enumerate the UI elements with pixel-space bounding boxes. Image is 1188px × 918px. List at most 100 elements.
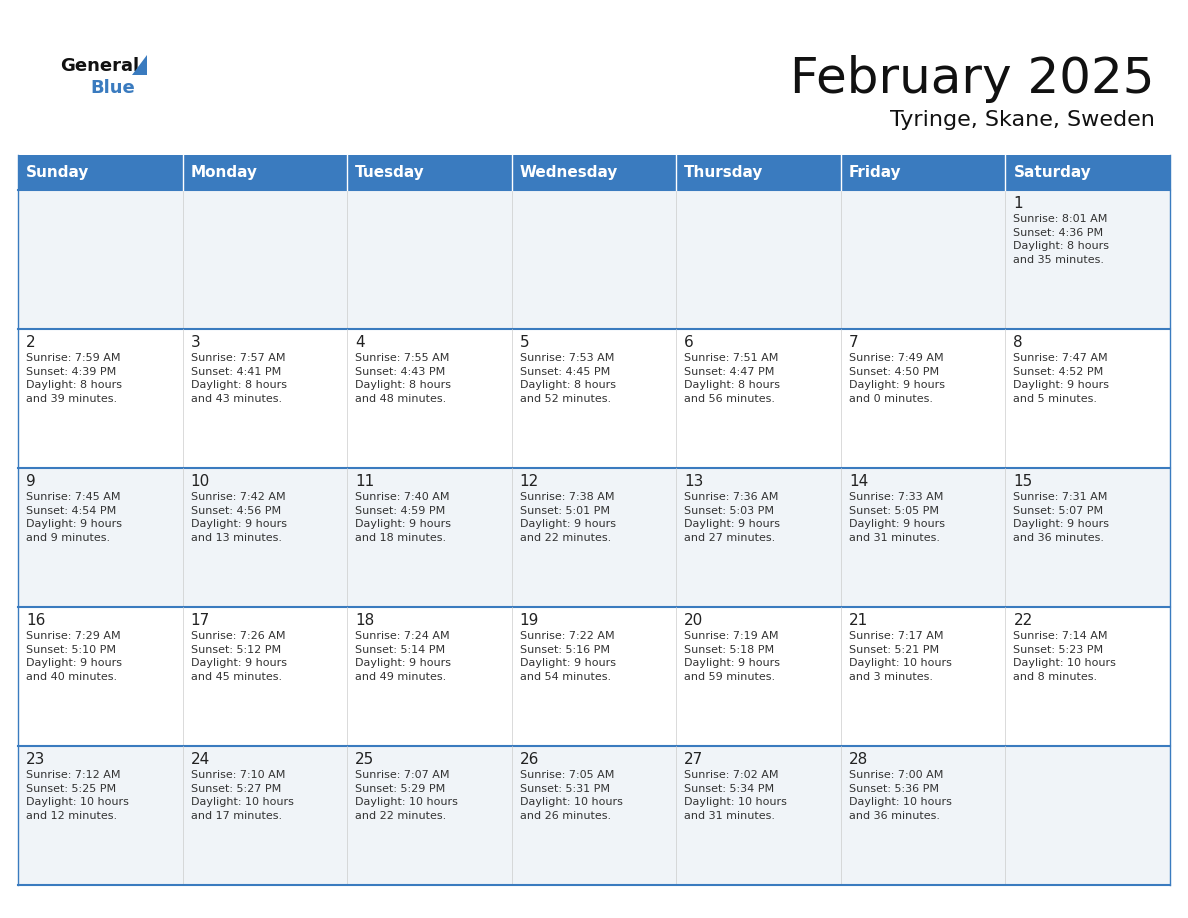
Text: Sunrise: 7:45 AM
Sunset: 4:54 PM
Daylight: 9 hours
and 9 minutes.: Sunrise: 7:45 AM Sunset: 4:54 PM Dayligh… <box>26 492 122 543</box>
Text: 21: 21 <box>849 613 868 628</box>
Bar <box>347 468 512 607</box>
Bar <box>18 329 183 468</box>
Bar <box>347 607 512 746</box>
Bar <box>347 329 512 468</box>
Bar <box>1005 190 1170 329</box>
Bar <box>347 155 512 190</box>
Text: Sunrise: 7:59 AM
Sunset: 4:39 PM
Daylight: 8 hours
and 39 minutes.: Sunrise: 7:59 AM Sunset: 4:39 PM Dayligh… <box>26 353 122 404</box>
Text: Sunrise: 7:57 AM
Sunset: 4:41 PM
Daylight: 8 hours
and 43 minutes.: Sunrise: 7:57 AM Sunset: 4:41 PM Dayligh… <box>190 353 286 404</box>
Text: 8: 8 <box>1013 335 1023 350</box>
Bar <box>18 190 183 329</box>
Text: Sunrise: 7:36 AM
Sunset: 5:03 PM
Daylight: 9 hours
and 27 minutes.: Sunrise: 7:36 AM Sunset: 5:03 PM Dayligh… <box>684 492 781 543</box>
Bar <box>512 190 676 329</box>
Bar <box>676 468 841 607</box>
Polygon shape <box>132 55 147 75</box>
Bar <box>183 468 347 607</box>
Text: Sunrise: 7:31 AM
Sunset: 5:07 PM
Daylight: 9 hours
and 36 minutes.: Sunrise: 7:31 AM Sunset: 5:07 PM Dayligh… <box>1013 492 1110 543</box>
Text: Sunrise: 7:53 AM
Sunset: 4:45 PM
Daylight: 8 hours
and 52 minutes.: Sunrise: 7:53 AM Sunset: 4:45 PM Dayligh… <box>519 353 615 404</box>
Text: Sunrise: 7:10 AM
Sunset: 5:27 PM
Daylight: 10 hours
and 17 minutes.: Sunrise: 7:10 AM Sunset: 5:27 PM Dayligh… <box>190 770 293 821</box>
Bar <box>841 155 1005 190</box>
Text: 12: 12 <box>519 474 539 489</box>
Bar <box>841 607 1005 746</box>
Text: Sunrise: 7:22 AM
Sunset: 5:16 PM
Daylight: 9 hours
and 54 minutes.: Sunrise: 7:22 AM Sunset: 5:16 PM Dayligh… <box>519 631 615 682</box>
Text: 11: 11 <box>355 474 374 489</box>
Text: Sunrise: 7:33 AM
Sunset: 5:05 PM
Daylight: 9 hours
and 31 minutes.: Sunrise: 7:33 AM Sunset: 5:05 PM Dayligh… <box>849 492 944 543</box>
Text: 18: 18 <box>355 613 374 628</box>
Text: 20: 20 <box>684 613 703 628</box>
Bar <box>18 746 183 885</box>
Text: 3: 3 <box>190 335 201 350</box>
Bar <box>1005 746 1170 885</box>
Bar <box>512 329 676 468</box>
Text: Sunrise: 7:29 AM
Sunset: 5:10 PM
Daylight: 9 hours
and 40 minutes.: Sunrise: 7:29 AM Sunset: 5:10 PM Dayligh… <box>26 631 122 682</box>
Bar <box>183 329 347 468</box>
Text: 2: 2 <box>26 335 36 350</box>
Bar <box>183 746 347 885</box>
Text: 6: 6 <box>684 335 694 350</box>
Text: 22: 22 <box>1013 613 1032 628</box>
Text: 15: 15 <box>1013 474 1032 489</box>
Bar <box>183 155 347 190</box>
Text: Sunrise: 8:01 AM
Sunset: 4:36 PM
Daylight: 8 hours
and 35 minutes.: Sunrise: 8:01 AM Sunset: 4:36 PM Dayligh… <box>1013 214 1110 264</box>
Bar <box>347 190 512 329</box>
Bar <box>676 329 841 468</box>
Text: 1: 1 <box>1013 196 1023 211</box>
Text: Wednesday: Wednesday <box>519 165 618 180</box>
Text: Sunrise: 7:40 AM
Sunset: 4:59 PM
Daylight: 9 hours
and 18 minutes.: Sunrise: 7:40 AM Sunset: 4:59 PM Dayligh… <box>355 492 451 543</box>
Text: February 2025: February 2025 <box>790 55 1155 103</box>
Text: Blue: Blue <box>90 79 134 97</box>
Text: Monday: Monday <box>190 165 258 180</box>
Text: Sunrise: 7:24 AM
Sunset: 5:14 PM
Daylight: 9 hours
and 49 minutes.: Sunrise: 7:24 AM Sunset: 5:14 PM Dayligh… <box>355 631 451 682</box>
Bar <box>1005 155 1170 190</box>
Text: 24: 24 <box>190 752 210 767</box>
Bar <box>512 155 676 190</box>
Bar <box>512 746 676 885</box>
Text: Sunrise: 7:05 AM
Sunset: 5:31 PM
Daylight: 10 hours
and 26 minutes.: Sunrise: 7:05 AM Sunset: 5:31 PM Dayligh… <box>519 770 623 821</box>
Bar <box>18 468 183 607</box>
Bar <box>1005 468 1170 607</box>
Bar <box>183 607 347 746</box>
Bar <box>1005 329 1170 468</box>
Text: Sunrise: 7:07 AM
Sunset: 5:29 PM
Daylight: 10 hours
and 22 minutes.: Sunrise: 7:07 AM Sunset: 5:29 PM Dayligh… <box>355 770 459 821</box>
Text: 17: 17 <box>190 613 210 628</box>
Text: General: General <box>61 57 139 75</box>
Bar <box>841 468 1005 607</box>
Bar <box>512 607 676 746</box>
Bar <box>676 607 841 746</box>
Text: 27: 27 <box>684 752 703 767</box>
Bar <box>841 329 1005 468</box>
Text: 14: 14 <box>849 474 868 489</box>
Bar <box>841 190 1005 329</box>
Text: 25: 25 <box>355 752 374 767</box>
Text: Sunrise: 7:12 AM
Sunset: 5:25 PM
Daylight: 10 hours
and 12 minutes.: Sunrise: 7:12 AM Sunset: 5:25 PM Dayligh… <box>26 770 128 821</box>
Text: Sunrise: 7:42 AM
Sunset: 4:56 PM
Daylight: 9 hours
and 13 minutes.: Sunrise: 7:42 AM Sunset: 4:56 PM Dayligh… <box>190 492 286 543</box>
Text: Sunrise: 7:19 AM
Sunset: 5:18 PM
Daylight: 9 hours
and 59 minutes.: Sunrise: 7:19 AM Sunset: 5:18 PM Dayligh… <box>684 631 781 682</box>
Text: Sunday: Sunday <box>26 165 89 180</box>
Bar <box>347 746 512 885</box>
Bar <box>18 607 183 746</box>
Bar <box>512 468 676 607</box>
Text: Sunrise: 7:49 AM
Sunset: 4:50 PM
Daylight: 9 hours
and 0 minutes.: Sunrise: 7:49 AM Sunset: 4:50 PM Dayligh… <box>849 353 944 404</box>
Bar <box>1005 607 1170 746</box>
Text: 26: 26 <box>519 752 539 767</box>
Text: Thursday: Thursday <box>684 165 764 180</box>
Text: 5: 5 <box>519 335 530 350</box>
Text: Sunrise: 7:14 AM
Sunset: 5:23 PM
Daylight: 10 hours
and 8 minutes.: Sunrise: 7:14 AM Sunset: 5:23 PM Dayligh… <box>1013 631 1117 682</box>
Text: 9: 9 <box>26 474 36 489</box>
Bar <box>676 155 841 190</box>
Text: Tuesday: Tuesday <box>355 165 425 180</box>
Text: Sunrise: 7:55 AM
Sunset: 4:43 PM
Daylight: 8 hours
and 48 minutes.: Sunrise: 7:55 AM Sunset: 4:43 PM Dayligh… <box>355 353 451 404</box>
Text: Saturday: Saturday <box>1013 165 1092 180</box>
Text: 19: 19 <box>519 613 539 628</box>
Text: 23: 23 <box>26 752 45 767</box>
Text: 28: 28 <box>849 752 868 767</box>
Text: Sunrise: 7:51 AM
Sunset: 4:47 PM
Daylight: 8 hours
and 56 minutes.: Sunrise: 7:51 AM Sunset: 4:47 PM Dayligh… <box>684 353 781 404</box>
Text: Sunrise: 7:17 AM
Sunset: 5:21 PM
Daylight: 10 hours
and 3 minutes.: Sunrise: 7:17 AM Sunset: 5:21 PM Dayligh… <box>849 631 952 682</box>
Text: 4: 4 <box>355 335 365 350</box>
Bar <box>18 155 183 190</box>
Text: Friday: Friday <box>849 165 902 180</box>
Bar <box>183 190 347 329</box>
Text: Sunrise: 7:47 AM
Sunset: 4:52 PM
Daylight: 9 hours
and 5 minutes.: Sunrise: 7:47 AM Sunset: 4:52 PM Dayligh… <box>1013 353 1110 404</box>
Bar <box>676 746 841 885</box>
Bar <box>841 746 1005 885</box>
